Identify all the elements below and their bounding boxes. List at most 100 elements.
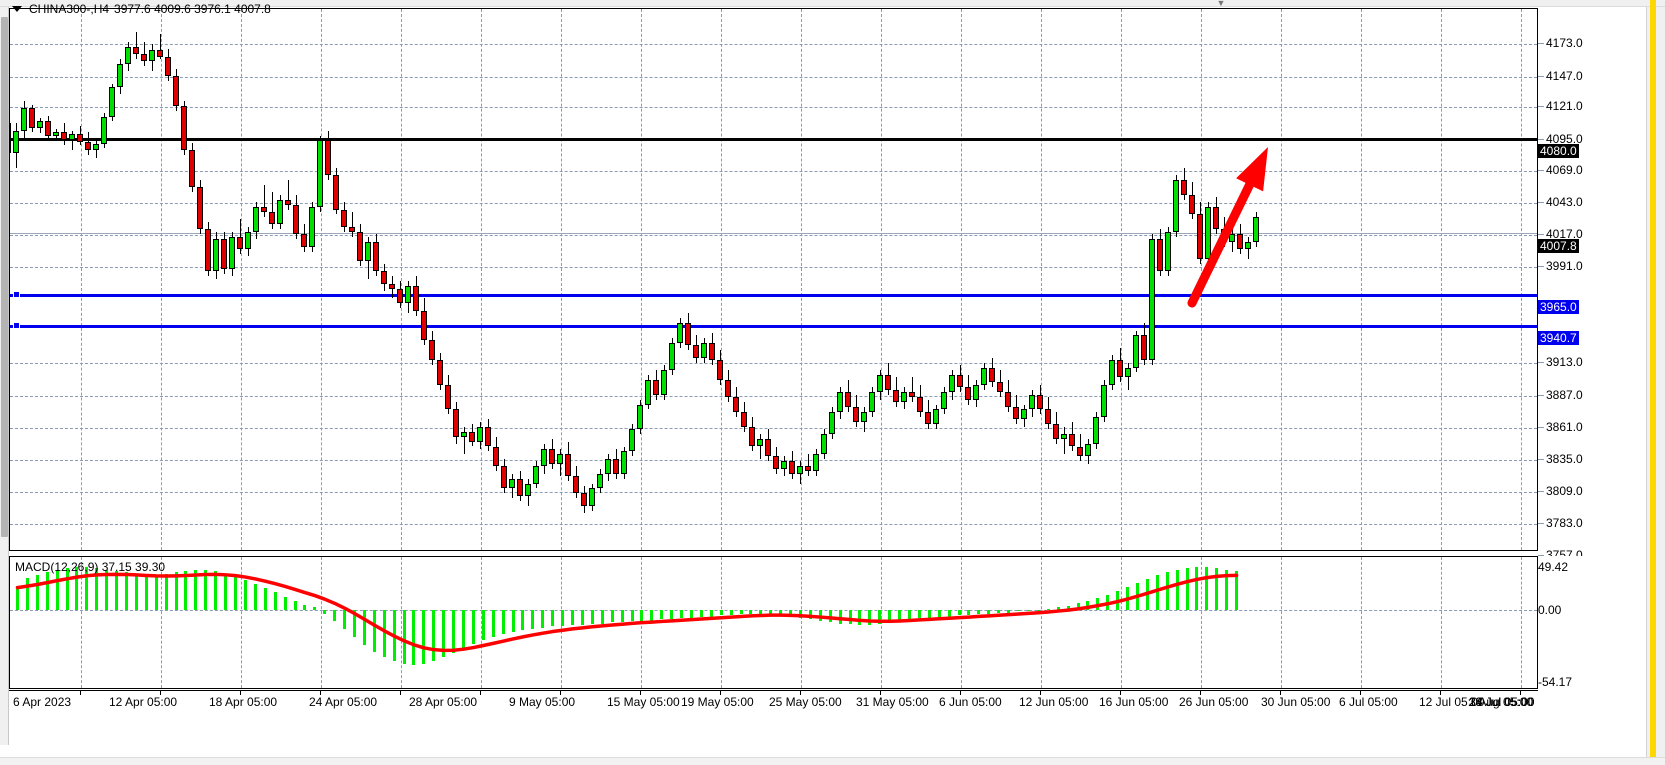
macd-histogram-bar [35,574,39,610]
candle-body [189,150,195,188]
candle-body [469,431,475,442]
macd-histogram-bar [125,572,129,610]
macd-histogram-bar [937,610,941,617]
macd-histogram-bar [442,610,446,658]
price-tick-label: 4069.0 [1546,163,1583,177]
candle-body [237,236,243,250]
macd-histogram-bar [95,568,99,610]
candle-body [269,212,275,225]
candle-body [253,207,259,232]
macd-histogram-bar [164,573,168,610]
candle-body [1085,444,1091,457]
arrow-shaft [1187,180,1255,308]
bullish-arrow-annotation[interactable] [10,9,1538,551]
macd-tick: -54.17 [1538,675,1644,689]
macd-histogram-bar [1215,568,1219,610]
price-tick-label: 4043.0 [1546,195,1583,209]
macd-histogram-bar [134,573,138,610]
price-tick-label: 3809.0 [1546,484,1583,498]
macd-tick-label: -54.17 [1538,675,1573,689]
macd-histogram-bar [531,610,535,629]
macd-histogram-bar [1195,566,1199,610]
chevron-down-icon[interactable]: ▼ [1216,0,1226,8]
resistance-line[interactable] [10,138,1537,141]
candle-body [1037,394,1043,410]
price-tick-label: 4080.0 [1538,144,1579,158]
candle-body [397,288,403,304]
price-tick: 4173.0 [1538,36,1644,50]
candle-wick [352,212,353,237]
candle-body [357,231,363,262]
macd-histogram-bar [739,610,743,615]
current-price-line[interactable] [10,233,1537,234]
macd-histogram-bar [521,610,525,631]
candle-body [997,382,1003,393]
candle-body [877,374,883,393]
price-tick: 3809.0 [1538,484,1644,498]
candle-body [117,63,123,88]
macd-histogram-bar [541,610,545,628]
price-chart-pane[interactable] [9,8,1538,551]
macd-histogram-bar [997,610,1001,613]
candle-body [645,379,651,405]
support-line-1-handle[interactable] [13,291,20,298]
price-tick: 4121.0 [1538,99,1644,113]
price-tick: 4043.0 [1538,195,1644,209]
time-axis-label: 28 Jul 05:00 [1469,695,1535,709]
candle-body [541,448,547,467]
macd-histogram-bar [1066,605,1070,610]
price-tick: 4069.0 [1538,163,1644,177]
candle-body [1205,207,1211,259]
candle-body [1093,416,1099,445]
macd-histogram-bar [620,610,624,623]
time-axis-tick [720,691,721,695]
macd-histogram-bar [323,610,327,615]
price-tick-label: 3887.0 [1546,388,1583,402]
candle-wick [272,192,273,230]
macd-histogram-bar [293,600,297,610]
macd-histogram-bar [1175,569,1179,610]
candle-wick [136,31,137,59]
candle-body [1109,360,1115,385]
macd-histogram-bar [402,610,406,664]
candle-body [1021,409,1027,420]
macd-histogram-bar [471,610,475,644]
support-line-2-handle[interactable] [13,322,20,329]
candle-wick [760,434,761,459]
candle-body [205,229,211,272]
price-tick-label: 4095.0 [1546,132,1583,146]
candle-body [1005,392,1011,407]
macd-histogram-bar [1225,569,1229,610]
macd-histogram-bar [501,610,505,635]
price-tick: 4095.0 [1538,132,1644,146]
candle-body [757,439,763,447]
candle-body [837,392,843,412]
macd-histogram-bar [1046,608,1050,610]
vertical-scrollbar-thumb[interactable] [1,17,8,537]
time-axis-label: 6 Apr 2023 [13,695,72,709]
tick-dash [1538,43,1544,45]
time-axis-label: 6 Jun 05:00 [939,695,1002,709]
candle-body [1157,239,1163,272]
macd-indicator-pane[interactable]: MACD(12,26,9) 37.15 39.30 [9,556,1538,689]
candle-wick [72,130,73,151]
candle-body [413,286,419,311]
time-axis[interactable]: 6 Apr 2023 12 Apr 05:00 18 Apr 05:00 24 Apr… [9,690,1538,716]
candle-body [861,411,867,422]
candle-body [1173,179,1179,232]
candle-body [845,392,851,407]
dropdown-caret-icon[interactable] [12,6,22,12]
macd-axis[interactable]: 49.42 0.00 -54.17 [1538,556,1646,689]
candle-body [1149,239,1155,361]
candle-body [285,199,291,205]
time-axis-label: 16 Jun 05:00 [1099,695,1169,709]
support-line-2[interactable] [10,325,1537,328]
macd-histogram-bar [144,574,148,610]
candle-body [405,286,411,304]
support-line-1[interactable] [10,294,1537,297]
candle-body [749,426,755,447]
macd-histogram-bar [987,610,991,615]
vertical-scrollbar[interactable] [0,7,9,745]
price-axis[interactable]: 4173.0 4147.0 4121.0 4095.0 4080.0 4069.0 4043… [1538,8,1646,562]
